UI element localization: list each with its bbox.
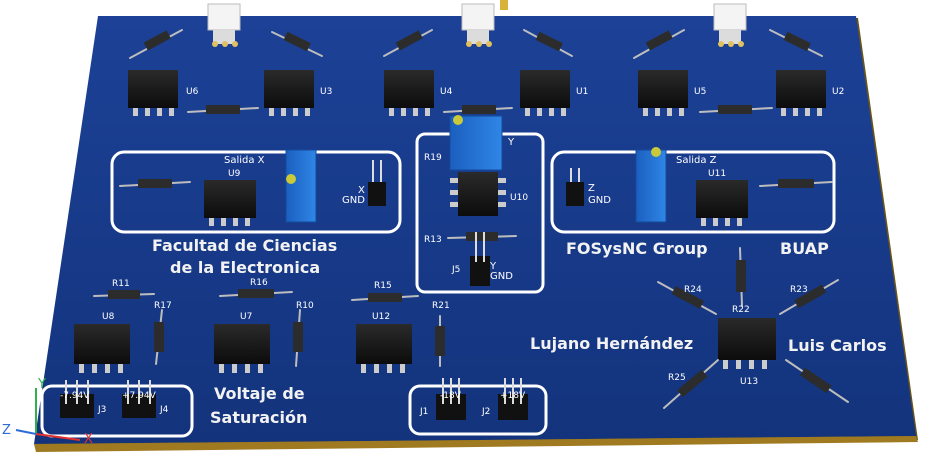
z-pin-label: Z [588,183,595,194]
chip-u11 [696,180,748,226]
top-connector-right [713,3,747,47]
resistors [93,29,849,409]
axis-y-label: Y [38,377,46,392]
top-connector-mid [461,0,508,47]
ref-j3: J3 [98,405,107,415]
header-j5 [470,232,490,286]
axis-z-label: Z [2,423,11,438]
chip-u8 [74,324,130,373]
gnd-x-label: GND [342,195,365,206]
salida-z-label: Salida Z [676,155,717,166]
ref-r10: R10 [296,301,314,311]
trimmer-salida-z [635,147,667,223]
ref-j4: J4 [160,405,169,415]
salida-x-label: Salida X [224,155,265,166]
voltaje-line2: Saturación [210,408,308,427]
facultad-line2: de la Electronica [170,258,321,277]
header-x-gnd [368,160,386,206]
chip-u12 [356,324,412,373]
ref-r23: R23 [790,285,808,295]
ref-u10: U10 [510,193,529,203]
header-z-gnd [566,168,584,206]
ref-u4: U4 [440,87,453,97]
minus-18-label: -18V [440,391,461,401]
ref-r11: R11 [112,279,130,289]
ref-r19: R19 [424,153,442,163]
ref-r24: R24 [684,285,702,295]
axis-x-label: X [84,432,93,447]
header-j3 [60,380,94,418]
ref-r25: R25 [668,373,686,383]
chip-u2 [776,70,826,116]
box-power-left [40,384,194,438]
plus-18-label: +18V [500,391,526,401]
board-side [34,436,918,452]
group-label: FOSysNC Group [566,239,708,258]
ref-u13: U13 [740,377,759,387]
chip-u9 [204,180,256,226]
ref-u8: U8 [102,312,115,322]
chip-u4 [384,70,434,116]
author-lujano: Lujano Hernández [530,334,694,353]
ref-r15: R15 [374,281,392,291]
ref-u6: U6 [186,87,199,97]
ref-j1: J1 [420,407,429,417]
header-j1 [436,378,466,420]
chip-u7 [214,324,270,373]
chip-u5 [638,70,688,116]
ref-u3: U3 [320,87,333,97]
plus-power-label: +7.94V [122,391,156,401]
ref-r13: R13 [424,235,442,245]
y-pin-label: Y [490,261,497,272]
minus-power-label: -7.94V [60,391,90,401]
facultad-line1: Facultad de Ciencias [152,236,338,255]
ref-u5: U5 [694,87,707,97]
axis-triad [15,388,81,441]
header-j4 [122,380,156,418]
chip-u10 [450,172,506,216]
header-j2 [498,378,528,420]
ref-u12: U12 [372,312,391,322]
ref-j2: J2 [482,407,491,417]
top-connector-left [207,3,241,47]
chip-u3 [264,70,314,116]
y-trim-label: Y [508,137,515,148]
ref-u11: U11 [708,169,727,179]
ref-j5: J5 [452,265,461,275]
x-pin-label: X [358,185,365,196]
ref-r22: R22 [732,305,750,315]
chip-u1 [520,70,570,116]
chip-u6 [128,70,178,116]
ref-r16: R16 [250,278,268,288]
chip-u13 [718,318,776,369]
box-power-right [408,384,548,436]
gnd-z-label: GND [588,195,611,206]
ref-r21: R21 [432,301,450,311]
ref-u1: U1 [576,87,589,97]
ref-u2: U2 [832,87,845,97]
trimmer-r19 [449,115,503,171]
ref-u7: U7 [240,312,253,322]
ref-u9: U9 [228,169,241,179]
box-salida-z [550,150,836,234]
box-salida-x [110,150,402,234]
ref-r17: R17 [154,301,172,311]
trimmer-salida-x [285,149,317,223]
voltaje-line1: Voltaje de [214,384,305,403]
author-luis: Luis Carlos [788,336,887,355]
buap-label: BUAP [780,239,829,258]
gnd-y-label: GND [490,271,513,282]
